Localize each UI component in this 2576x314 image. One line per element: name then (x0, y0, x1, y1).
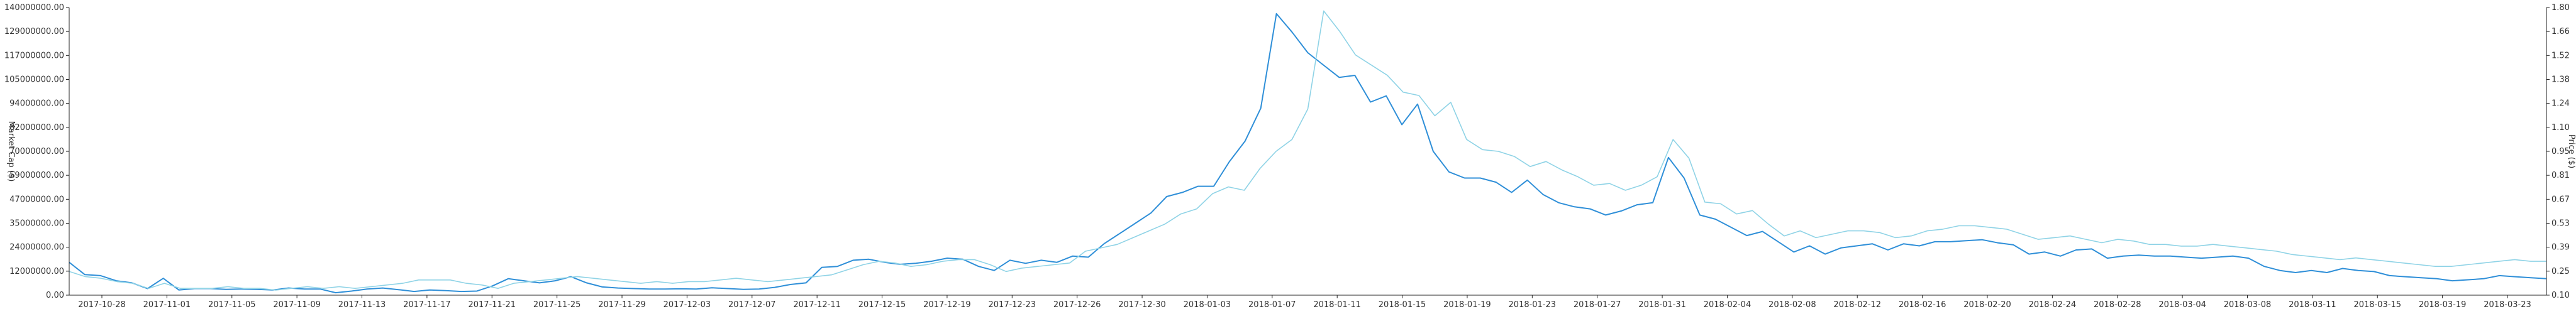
x-tick-label: 2018-03-19 (2419, 300, 2467, 310)
x-tick-label: 2018-01-07 (1248, 300, 1296, 310)
x-tick-label: 2017-11-29 (598, 300, 646, 310)
series-layer (69, 10, 2547, 294)
x-tick-label: 2017-11-01 (143, 300, 191, 310)
x-tick-label: 2017-11-09 (273, 300, 321, 310)
right-tick-label: 0.95 (2551, 147, 2570, 156)
left-tick-label: 117000000.00 (4, 51, 64, 60)
x-tick-label: 2017-12-03 (663, 300, 711, 310)
left-tick-label: 129000000.00 (4, 27, 64, 36)
left-tick-label: 24000000.00 (9, 243, 64, 252)
x-tick-label: 2018-03-11 (2289, 300, 2336, 310)
left-tick-label: 140000000.00 (4, 3, 64, 13)
x-tick-label: 2018-01-15 (1379, 300, 1426, 310)
axes: 0.00 12000000.00 24000000.00 35000000.00 470… (4, 3, 2576, 310)
right-tick-label: 1.38 (2551, 75, 2570, 85)
x-tick-label: 2017-12-23 (989, 300, 1036, 310)
right-tick-label: 0.67 (2551, 195, 2570, 204)
x-tick-label: 2018-01-31 (1638, 300, 1686, 310)
x-tick-label: 2017-12-26 (1053, 300, 1101, 310)
right-tick-label: 1.80 (2551, 3, 2570, 13)
market-cap-line (69, 13, 2547, 294)
left-tick-label: 82000000.00 (9, 123, 64, 133)
x-tick-label: 2018-02-08 (1768, 300, 1816, 310)
right-tick-label: 0.10 (2551, 291, 2570, 300)
x-tick-label: 2017-11-05 (208, 300, 256, 310)
left-tick-label: 35000000.00 (9, 219, 64, 229)
left-tick-label: 47000000.00 (9, 195, 64, 204)
x-tick-label: 2017-12-15 (858, 300, 906, 310)
right-tick-label: 0.25 (2551, 267, 2570, 276)
left-axis-title: Market Cap ($) (6, 121, 16, 182)
x-tick-label: 2018-03-08 (2224, 300, 2272, 310)
x-tick-label: 2017-12-11 (793, 300, 841, 310)
x-tick-label: 2018-02-16 (1899, 300, 1946, 310)
x-tick-label: 2017-12-07 (728, 300, 776, 310)
right-tick-label: 0.81 (2551, 171, 2570, 180)
left-tick-label: 70000000.00 (9, 147, 64, 156)
x-tick-label: 2018-03-04 (2158, 300, 2206, 310)
left-tick-label: 12000000.00 (9, 267, 64, 276)
left-tick-label: 105000000.00 (4, 75, 64, 85)
x-tick-label: 2017-11-21 (468, 300, 516, 310)
x-tick-label: 2018-01-23 (1509, 300, 1557, 310)
x-tick-label: 2018-01-27 (1574, 300, 1621, 310)
x-tick-label: 2018-02-04 (1704, 300, 1752, 310)
right-axis-title: Price ($) (2567, 134, 2576, 168)
x-tick-label: 2018-01-03 (1184, 300, 1231, 310)
left-axis-ticks: 0.00 12000000.00 24000000.00 35000000.00 470… (4, 3, 69, 300)
left-tick-label: 59000000.00 (9, 171, 64, 180)
x-tick-label: 2018-01-19 (1443, 300, 1491, 310)
x-tick-label: 2018-02-20 (1963, 300, 2011, 310)
x-tick-label: 2017-12-30 (1118, 300, 1166, 310)
right-tick-label: 0.39 (2551, 243, 2570, 252)
right-tick-label: 1.52 (2551, 51, 2570, 60)
x-tick-label: 2017-11-13 (338, 300, 386, 310)
x-tick-label: 2017-11-17 (403, 300, 451, 310)
right-tick-label: 0.53 (2551, 219, 2570, 229)
x-tick-label: 2017-12-19 (923, 300, 971, 310)
x-tick-label: 2017-10-28 (78, 300, 126, 310)
x-axis-ticks: 2017-10-28 2017-11-01 2017-11-05 2017-11-09… (78, 295, 2531, 310)
right-tick-label: 1.24 (2551, 99, 2570, 109)
x-tick-label: 2018-02-24 (2029, 300, 2077, 310)
right-tick-label: 1.66 (2551, 27, 2570, 36)
left-tick-label: 94000000.00 (9, 99, 64, 109)
x-tick-label: 2018-02-28 (2094, 300, 2141, 310)
right-tick-label: 1.10 (2551, 123, 2570, 133)
x-tick-label: 2018-03-23 (2484, 300, 2531, 310)
left-tick-label: 0.00 (46, 291, 64, 300)
x-tick-label: 2018-01-11 (1313, 300, 1361, 310)
price-line (69, 10, 2546, 291)
x-tick-label: 2018-02-12 (1833, 300, 1881, 310)
x-tick-label: 2018-03-15 (2353, 300, 2401, 310)
x-tick-label: 2017-11-25 (533, 300, 581, 310)
right-axis-ticks: 0.10 0.25 0.39 0.53 0.67 0.81 0.95 1.10 1.24 1.38… (2546, 3, 2570, 300)
